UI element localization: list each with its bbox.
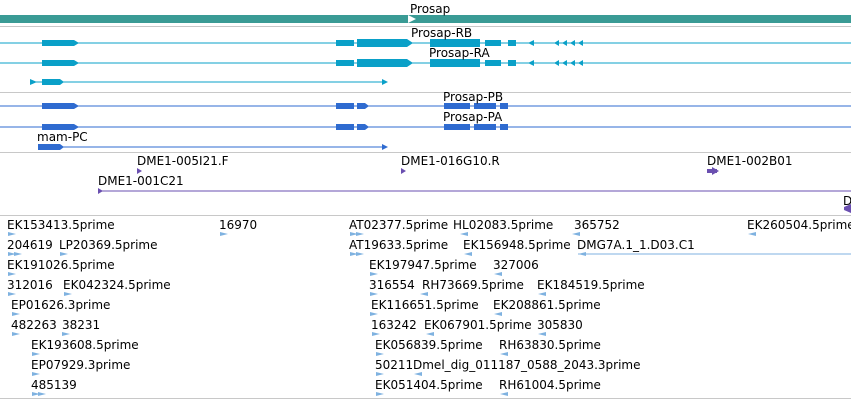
est-label[interactable]: AT19633.5prime bbox=[349, 238, 449, 252]
est-label[interactable]: 327006 bbox=[493, 258, 539, 272]
transcript-label-rb[interactable]: Prosap-RB bbox=[411, 26, 473, 40]
transcript-blue-1[interactable] bbox=[0, 103, 851, 109]
est-label[interactable]: EK116651.5prime bbox=[371, 298, 479, 312]
transcript-mam-pc[interactable] bbox=[38, 144, 388, 150]
est-label[interactable]: EK193608.5prime bbox=[31, 338, 139, 352]
est-label[interactable]: 312016 bbox=[7, 278, 53, 292]
transcript-label-pb[interactable]: Prosap-PB bbox=[443, 90, 504, 104]
est-label[interactable]: EK056839.5prime bbox=[375, 338, 483, 352]
est-label[interactable]: HL02083.5prime bbox=[453, 218, 554, 232]
est-label[interactable]: EP07929.3prime bbox=[31, 358, 131, 372]
transcript-ra[interactable] bbox=[0, 59, 851, 67]
track-divider-clones bbox=[0, 152, 851, 153]
clone-label-016g10[interactable]: DME1-016G10.R bbox=[401, 154, 500, 168]
track-divider-transcripts bbox=[0, 92, 851, 93]
track-divider-gene bbox=[0, 26, 851, 27]
est-label[interactable]: EK042324.5prime bbox=[63, 278, 171, 292]
clone-label-001c21[interactable]: DME1-001C21 bbox=[98, 174, 184, 188]
transcript-rb[interactable] bbox=[0, 39, 851, 47]
gene-bar[interactable] bbox=[0, 15, 851, 23]
clone-label-d[interactable]: D bbox=[843, 194, 851, 208]
est-label[interactable]: EK197947.5prime bbox=[369, 258, 477, 272]
gene-arrow-icon bbox=[408, 15, 416, 23]
est-label[interactable]: Dmel_dig_011187_0588_2043.3prime bbox=[413, 358, 641, 372]
est-label[interactable]: EK153413.5prime bbox=[7, 218, 115, 232]
clone-marker-005i21[interactable] bbox=[137, 168, 142, 174]
est-label[interactable]: EK184519.5prime bbox=[537, 278, 645, 292]
clone-marker-016g10[interactable] bbox=[401, 168, 406, 174]
est-label[interactable]: 485139 bbox=[31, 378, 77, 392]
est-label[interactable]: EK067901.5prime bbox=[424, 318, 532, 332]
est-label[interactable]: EK191026.5prime bbox=[7, 258, 115, 272]
est-label[interactable]: EK260504.5prime bbox=[747, 218, 851, 232]
est-label[interactable]: 316554 bbox=[369, 278, 415, 292]
transcript-short[interactable] bbox=[30, 79, 388, 85]
est-label[interactable]: EK156948.5prime bbox=[463, 238, 571, 252]
est-label[interactable]: RH73669.5prime bbox=[422, 278, 524, 292]
est-markers[interactable] bbox=[8, 232, 851, 396]
est-label[interactable]: 305830 bbox=[537, 318, 583, 332]
est-label[interactable]: AT02377.5prime bbox=[349, 218, 449, 232]
clone-label-005i21[interactable]: DME1-005I21.F bbox=[137, 154, 229, 168]
est-label[interactable]: EK051404.5prime bbox=[375, 378, 483, 392]
clone-marker-001c21[interactable] bbox=[98, 188, 851, 194]
clone-marker-002b01[interactable] bbox=[707, 167, 719, 175]
est-label[interactable]: 38231 bbox=[62, 318, 101, 332]
est-label[interactable]: 16970 bbox=[219, 218, 258, 232]
gene-label[interactable]: Prosap bbox=[410, 2, 451, 16]
est-label[interactable]: 163242 bbox=[371, 318, 417, 332]
track-divider-est bbox=[0, 215, 851, 216]
transcript-label-mam-pc[interactable]: mam-PC bbox=[37, 130, 88, 144]
est-label[interactable]: 50211 bbox=[375, 358, 414, 372]
transcript-label-ra[interactable]: Prosap-RA bbox=[429, 46, 490, 60]
est-label[interactable]: RH61004.5prime bbox=[499, 378, 601, 392]
clone-marker-d[interactable] bbox=[844, 204, 851, 213]
transcript-blue-2[interactable] bbox=[0, 124, 851, 130]
clone-label-002b01[interactable]: DME1-002B01 bbox=[707, 154, 793, 168]
est-label[interactable]: 482263 bbox=[11, 318, 57, 332]
est-label[interactable]: RH63830.5prime bbox=[499, 338, 601, 352]
est-label[interactable]: DMG7A.1_1.D03.C1 bbox=[577, 238, 695, 252]
est-label[interactable]: EP01626.3prime bbox=[11, 298, 111, 312]
track-divider-bottom bbox=[0, 398, 851, 399]
transcript-label-pa[interactable]: Prosap-PA bbox=[443, 110, 503, 124]
est-label[interactable]: LP20369.5prime bbox=[59, 238, 158, 252]
est-label[interactable]: 204619 bbox=[7, 238, 53, 252]
est-label[interactable]: 365752 bbox=[574, 218, 620, 232]
est-label[interactable]: EK208861.5prime bbox=[493, 298, 601, 312]
